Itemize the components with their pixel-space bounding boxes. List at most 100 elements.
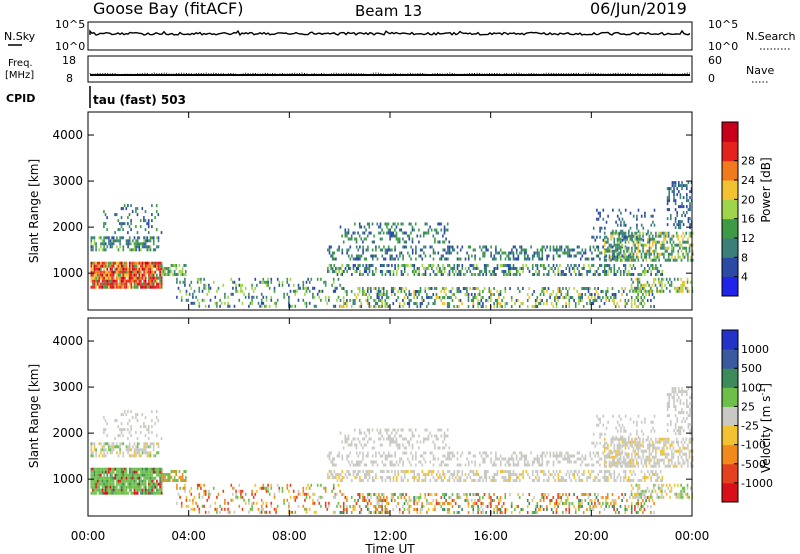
echo-cell: [146, 428, 148, 432]
echo-cell: [143, 236, 145, 240]
echo-cell: [613, 502, 615, 505]
echo-cell: [464, 273, 467, 276]
echo-cell: [589, 270, 592, 273]
echo-cell: [456, 470, 459, 473]
echo-cell: [336, 473, 339, 476]
echo-cell: [579, 299, 582, 302]
echo-cell: [472, 267, 475, 270]
echo-cell: [653, 296, 655, 299]
echo-cell: [536, 502, 539, 505]
echo-cell: [135, 413, 137, 417]
echo-cell: [395, 231, 398, 235]
echo-cell: [103, 473, 105, 477]
echo-cell: [407, 264, 409, 267]
echo-cell: [424, 273, 427, 276]
echo-cell: [160, 473, 163, 477]
echo-cell: [643, 479, 646, 482]
echo-cell: [384, 454, 387, 458]
echo-cell: [122, 228, 124, 232]
echo-cell: [138, 488, 141, 492]
echo-cell: [477, 273, 480, 276]
echo-cell: [350, 290, 353, 293]
echo-cell: [156, 467, 158, 471]
echo-cell: [248, 501, 250, 505]
echo-cell: [201, 298, 204, 302]
echo-cell: [467, 254, 470, 258]
echo-cell: [632, 264, 635, 267]
echo-cell: [362, 493, 364, 496]
echo-cell: [92, 467, 94, 471]
echo-cell: [456, 290, 459, 293]
echo-cell: [120, 236, 123, 240]
echo-cell: [565, 251, 568, 255]
echo-cell: [320, 495, 322, 499]
echo-cell: [640, 299, 643, 302]
echo-cell: [98, 273, 101, 277]
echo-cell: [117, 488, 120, 492]
echo-cell: [629, 255, 632, 259]
echo-cell: [257, 301, 260, 305]
echo-cell: [650, 479, 652, 482]
echo-cell: [437, 264, 440, 267]
echo-cell: [114, 231, 116, 235]
echo-cell: [172, 273, 174, 276]
echo-cell: [413, 293, 415, 296]
echo-cell: [149, 488, 152, 492]
echo-cell: [122, 491, 125, 495]
echo-cell: [368, 270, 371, 273]
echo-cell: [305, 492, 308, 496]
echo-cell: [600, 264, 603, 267]
echo-cell: [120, 285, 123, 289]
echo-cell: [313, 510, 316, 514]
echo-cell: [373, 511, 375, 514]
echo-cell: [402, 264, 404, 267]
echo-cell: [629, 226, 632, 230]
echo-cell: [141, 451, 144, 455]
echo-cell: [339, 511, 342, 514]
echo-cell: [477, 499, 479, 502]
echo-cell: [413, 479, 416, 482]
echo-cell: [219, 298, 221, 302]
echo-cell: [515, 457, 518, 461]
echo-cell: [480, 296, 483, 299]
echo-cell: [101, 491, 104, 495]
echo-cell: [681, 181, 683, 185]
echo-cell: [333, 270, 336, 273]
echo-cell: [341, 511, 343, 514]
echo-cell: [341, 479, 344, 482]
echo-cell: [354, 222, 356, 226]
echo-cell: [119, 491, 121, 495]
echo-cell: [482, 496, 484, 499]
echo-cell: [98, 261, 101, 265]
echo-cell: [686, 211, 688, 215]
echo-cell: [349, 505, 351, 508]
echo-cell: [109, 451, 112, 455]
echo-cell: [629, 237, 632, 241]
echo-cell: [426, 437, 428, 441]
echo-cell: [334, 495, 337, 499]
echo-cell: [591, 463, 593, 467]
echo-cell: [474, 248, 476, 252]
echo-cell: [629, 211, 632, 215]
echo-cell: [650, 252, 652, 256]
echo-cell: [400, 457, 403, 461]
echo-cell: [413, 473, 416, 476]
echo-cell: [323, 280, 325, 284]
echo-cell: [101, 261, 104, 265]
echo-cell: [371, 428, 374, 432]
echo-cell: [688, 289, 690, 293]
echo-cell: [555, 245, 558, 249]
echo-cell: [278, 486, 281, 490]
echo-cell: [661, 231, 664, 235]
echo-cell: [616, 476, 619, 479]
echo-cell: [629, 234, 632, 238]
echo-cell: [363, 476, 366, 479]
echo-cell: [386, 511, 388, 514]
echo-cell: [501, 305, 503, 308]
echo-cell: [338, 473, 340, 476]
power-colorbar-segment: [722, 180, 738, 200]
echo-cell: [575, 264, 577, 267]
echo-cell: [122, 282, 125, 286]
echo-cell: [104, 419, 107, 423]
echo-cell: [135, 267, 137, 271]
